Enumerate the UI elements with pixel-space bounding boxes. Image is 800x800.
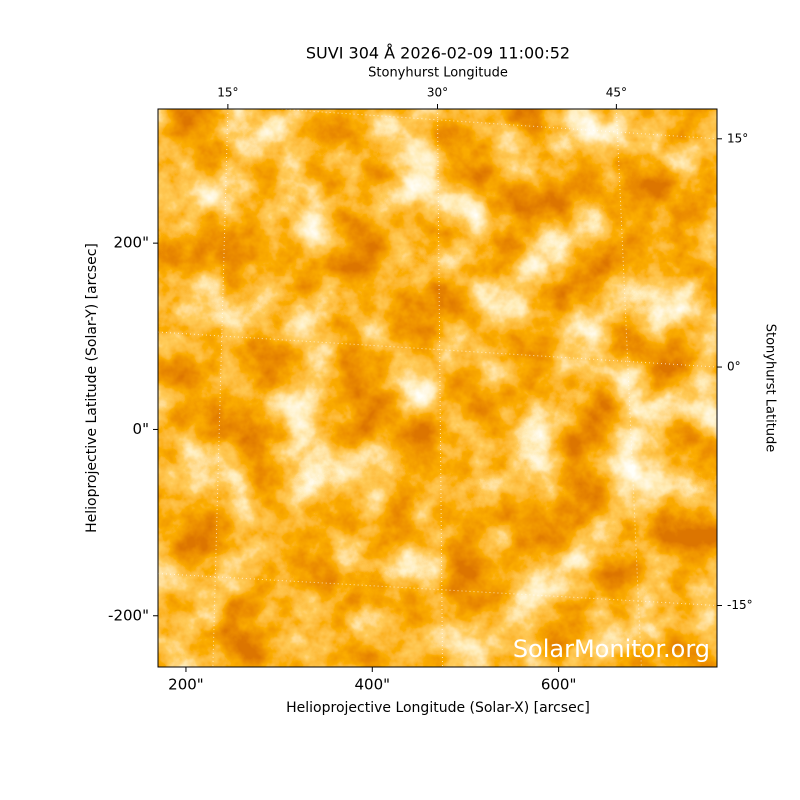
y-axis-label: Helioprojective Latitude (Solar-Y) [arcs…: [84, 243, 100, 533]
y-tick-label: 0": [133, 420, 149, 438]
latitude-grid-line: [157, 100, 718, 140]
latitude-grid-line: [157, 331, 718, 368]
y2-tick-label: 15°: [727, 131, 748, 145]
y2-tick-label: -15°: [727, 598, 753, 612]
x2-tick-label: 15°: [217, 86, 238, 100]
watermark: SolarMonitor.org: [513, 635, 710, 663]
x2-tick-label: 45°: [606, 86, 627, 100]
x2-axis-label: Stonyhurst Longitude: [368, 66, 508, 81]
chart-title: SUVI 304 Å 2026-02-09 11:00:52: [306, 44, 570, 63]
y-tick-label: 200": [113, 234, 149, 252]
x-tick-label: 600": [541, 676, 577, 694]
y2-tick-label: 0°: [727, 360, 741, 374]
x-tick-label: 200": [168, 676, 204, 694]
y-tick-label: -200": [108, 606, 149, 624]
y2-axis-label: Stonyhurst Latitude: [763, 324, 778, 453]
solar-image: [158, 109, 717, 667]
x-axis-label: Helioprojective Longitude (Solar-X) [arc…: [286, 700, 590, 716]
x2-tick-label: 30°: [427, 86, 448, 100]
x-tick-label: 400": [355, 676, 391, 694]
